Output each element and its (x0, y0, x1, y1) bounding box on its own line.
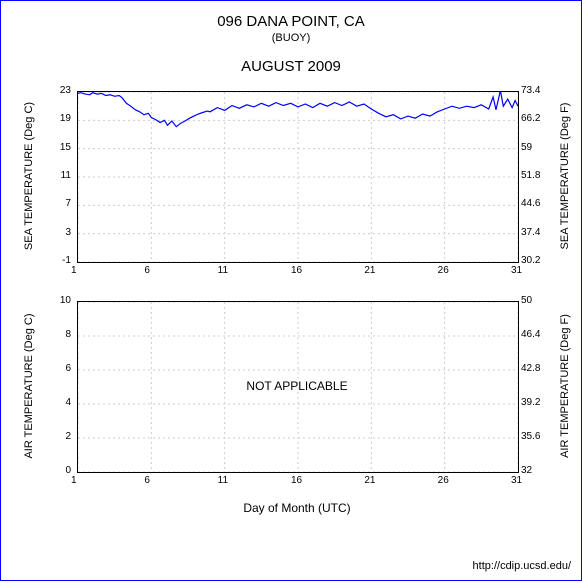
ytick-right: 42.8 (521, 363, 540, 374)
sea-temp-ylabel-left: SEA TEMPERATURE (Deg C) (23, 102, 35, 250)
ytick-right: 59 (521, 142, 532, 153)
ytick-left: 7 (65, 198, 71, 209)
xtick: 31 (511, 475, 522, 486)
xtick: 11 (218, 265, 228, 276)
ytick-right: 37.4 (521, 227, 540, 238)
ytick-right: 51.8 (521, 170, 540, 181)
xtick: 1 (71, 475, 77, 486)
ytick-left: 3 (65, 227, 71, 238)
ytick-left: -1 (62, 255, 71, 266)
xtick: 21 (364, 265, 375, 276)
ytick-right: 46.4 (521, 329, 540, 340)
xtick: 26 (438, 265, 449, 276)
xtick: 1 (71, 265, 77, 276)
title-sub: (BUOY) (1, 32, 581, 44)
title-block: 096 DANA POINT, CA (BUOY) AUGUST 2009 (1, 13, 581, 75)
ytick-left: 8 (65, 329, 71, 340)
ytick-left: 19 (60, 113, 71, 124)
chart-frame: 096 DANA POINT, CA (BUOY) AUGUST 2009 SE… (0, 0, 582, 581)
ytick-left: 11 (61, 170, 71, 181)
xtick: 11 (218, 475, 228, 486)
ytick-right: 73.4 (521, 85, 540, 96)
xtick: 31 (511, 265, 522, 276)
title-main: 096 DANA POINT, CA (1, 13, 581, 30)
xtick: 6 (144, 265, 150, 276)
credit-url: http://cdip.ucsd.edu/ (473, 560, 571, 572)
xtick: 6 (144, 475, 150, 486)
ytick-right: 35.6 (521, 431, 540, 442)
ytick-right: 32 (521, 465, 532, 476)
air-temp-ylabel-right: AIR TEMPERATURE (Deg F) (559, 314, 571, 458)
ytick-right: 30.2 (521, 255, 540, 266)
xtick: 21 (364, 475, 375, 486)
ytick-left: 2 (65, 431, 71, 442)
ytick-right: 44.6 (521, 198, 540, 209)
ytick-left: 6 (65, 363, 71, 374)
xtick: 16 (291, 265, 302, 276)
ytick-left: 4 (65, 397, 71, 408)
sea-temp-ylabel-right: SEA TEMPERATURE (Deg F) (559, 103, 571, 250)
ytick-right: 66.2 (521, 113, 540, 124)
x-axis-label: Day of Month (UTC) (77, 501, 517, 515)
title-month: AUGUST 2009 (1, 58, 581, 75)
ytick-left: 10 (60, 295, 71, 306)
xtick: 16 (291, 475, 302, 486)
ytick-right: 50 (521, 295, 532, 306)
air-temp-ylabel-left: AIR TEMPERATURE (Deg C) (23, 313, 35, 458)
ytick-right: 39.2 (521, 397, 540, 408)
xtick: 26 (438, 475, 449, 486)
ytick-left: 23 (60, 85, 71, 96)
not-applicable-label: NOT APPLICABLE (246, 379, 347, 393)
ytick-left: 15 (60, 142, 71, 153)
sea-temperature-chart (77, 91, 519, 263)
